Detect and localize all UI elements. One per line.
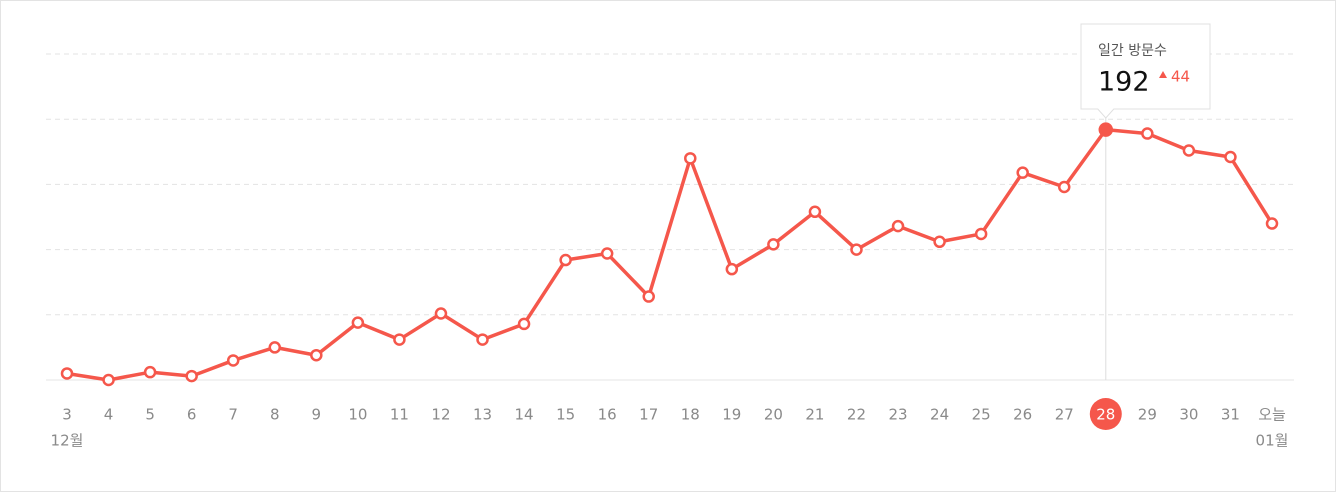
point [434,307,448,320]
x-tick-label: 13 [473,406,492,424]
x-tick-label: 27 [1055,406,1074,424]
point [517,317,531,331]
x-tick-label: 3 [62,406,72,424]
x-tick-label: 22 [847,406,866,424]
x-tick-label: 11 [390,406,409,424]
point [891,219,905,233]
x-tick-label: 28 [1096,406,1115,424]
point [226,354,240,367]
x-tick-label: 24 [930,406,949,424]
month-label: 12월 [51,432,84,450]
x-tick-label: 7 [228,406,238,424]
x-tick-label: 6 [187,406,197,424]
x-tick-label: 29 [1138,406,1157,424]
month-label: 01월 [1256,432,1289,450]
x-tick-label: 30 [1179,406,1198,424]
point [268,341,282,354]
point [393,333,406,346]
point [1182,144,1196,157]
point [974,227,988,241]
x-tick-label: 9 [312,406,322,424]
x-tick-label: 18 [681,406,700,424]
x-tick-label: 4 [104,406,114,424]
point [808,205,822,219]
point [767,238,780,251]
x-tick-label: 10 [348,406,367,424]
tooltip-title: 일간 방문수 [1098,43,1167,59]
x-tick-label: 31 [1221,406,1240,424]
point [185,369,198,383]
x-tick-label: 23 [888,406,907,424]
point [933,235,946,249]
x-tick-label: 17 [639,406,658,424]
point [310,348,323,362]
point [1141,127,1154,140]
x-tick-label: 12 [431,406,450,424]
x-tick-label: 16 [598,406,617,424]
line [66,127,1274,382]
tooltip-value: 192 [1098,67,1150,98]
tooltip-change: 44 [1171,68,1190,86]
tooltip-box [1080,23,1211,119]
x-tick-label: 26 [1013,406,1032,424]
point [476,333,489,346]
x-tick-label: 오늘 [1258,406,1286,424]
x-tick-label: 15 [556,406,575,424]
x-tick-label: 5 [145,406,155,424]
x-tick-label: 19 [722,406,741,424]
point [143,365,157,379]
point [559,253,572,267]
point [600,247,614,260]
x-tick-label: 21 [805,406,824,424]
point [1016,166,1029,179]
point [642,290,655,303]
point [684,152,697,165]
tooltip: 일간 방문수 192 44 [1080,23,1211,119]
tooltip-up-arrow [1159,71,1167,78]
point [60,367,74,380]
point [725,262,739,276]
point [1265,217,1279,230]
point [351,316,365,329]
point [850,243,863,256]
point [1098,122,1114,137]
x-tick-label: 25 [972,406,991,424]
point [102,373,115,387]
x-tick-label: 20 [764,406,783,424]
point [1224,150,1237,164]
active-label-bg [1089,398,1122,430]
x-tick-label: 8 [270,406,280,424]
x-tick-label: 14 [515,406,534,424]
point [1057,180,1071,194]
